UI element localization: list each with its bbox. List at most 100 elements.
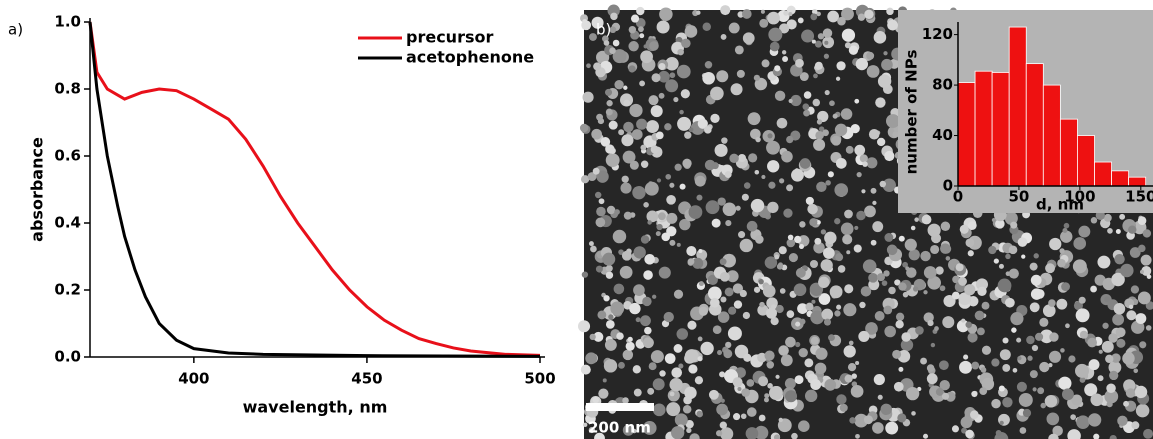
- particle: [607, 4, 620, 17]
- particle: [685, 419, 694, 429]
- particle: [629, 103, 643, 118]
- particle: [835, 157, 847, 169]
- particle: [774, 90, 786, 102]
- y-tick-label: 0.4: [54, 214, 81, 232]
- y-tick-label: 0.8: [54, 80, 81, 98]
- particle: [900, 338, 914, 352]
- particle: [959, 224, 969, 234]
- particle: [786, 19, 797, 30]
- x-tick-label: 450: [351, 370, 382, 388]
- particle: [870, 239, 877, 246]
- particle: [1002, 363, 1011, 372]
- particle: [884, 325, 896, 338]
- particle: [606, 205, 616, 215]
- particle: [817, 33, 825, 40]
- particle: [846, 250, 851, 255]
- particle: [588, 241, 594, 247]
- particle: [730, 83, 743, 96]
- particle: [1133, 368, 1139, 374]
- particle: [767, 11, 780, 25]
- particle: [1026, 335, 1035, 345]
- particle: [640, 160, 649, 168]
- particle: [627, 336, 633, 342]
- particle: [882, 178, 896, 192]
- particle: [1005, 297, 1015, 308]
- particle: [657, 212, 666, 221]
- particle: [595, 265, 603, 273]
- particle: [926, 364, 935, 372]
- particle: [786, 5, 796, 15]
- particle: [665, 173, 672, 180]
- particle: [974, 310, 985, 321]
- particle: [1039, 361, 1050, 373]
- particle: [733, 413, 741, 421]
- particle: [866, 51, 875, 60]
- particle: [894, 279, 901, 286]
- legend-label: acetophenone: [406, 48, 534, 67]
- particle: [901, 332, 911, 342]
- particle: [832, 113, 838, 119]
- particle: [743, 353, 752, 362]
- particle: [775, 374, 780, 379]
- particle: [1079, 330, 1088, 339]
- particle: [676, 242, 681, 247]
- particle: [879, 180, 887, 188]
- bar: [1025, 63, 1044, 187]
- particle: [787, 234, 794, 241]
- particle: [859, 154, 868, 163]
- particle: [798, 420, 810, 433]
- particle: [740, 413, 747, 420]
- particle: [1129, 247, 1141, 258]
- particle: [1062, 228, 1068, 233]
- particle: [991, 358, 1000, 367]
- particle: [844, 42, 852, 49]
- bar: [974, 70, 993, 187]
- particle: [722, 253, 736, 268]
- particle: [877, 394, 883, 400]
- particle: [877, 74, 892, 88]
- particle: [1084, 383, 1098, 397]
- x-tick-label: 500: [524, 370, 555, 388]
- particle: [880, 403, 892, 416]
- particle: [710, 113, 720, 124]
- particle: [684, 131, 692, 139]
- particle: [870, 187, 877, 194]
- particle: [951, 425, 959, 433]
- particle: [1057, 258, 1066, 268]
- particle: [635, 317, 641, 323]
- particle: [673, 96, 679, 103]
- particle: [686, 427, 692, 434]
- particle: [759, 301, 765, 308]
- particle: [1102, 322, 1109, 329]
- scale-bar-label: 200 nm: [588, 419, 651, 437]
- particle: [786, 184, 794, 192]
- particle: [815, 347, 828, 360]
- particle: [658, 70, 670, 83]
- particle: [1012, 368, 1018, 373]
- y-tick-label: 80: [932, 76, 953, 94]
- particle: [1052, 425, 1063, 437]
- particle: [1049, 237, 1062, 251]
- particle: [580, 364, 591, 375]
- particle: [628, 65, 636, 73]
- particle: [717, 311, 730, 323]
- particle: [655, 131, 664, 140]
- particle: [767, 201, 779, 214]
- particle: [886, 7, 894, 16]
- particle: [614, 209, 620, 215]
- particle: [610, 301, 625, 316]
- bar: [1042, 84, 1061, 187]
- particle: [911, 411, 916, 416]
- particle: [757, 304, 769, 316]
- particle: [640, 50, 653, 64]
- scale-bar: [586, 403, 654, 411]
- bar: [957, 82, 976, 187]
- particle: [1005, 253, 1011, 260]
- particle: [1061, 388, 1074, 401]
- particle: [875, 97, 886, 108]
- y-tick-label: 1.0: [54, 13, 81, 31]
- particle: [778, 345, 789, 356]
- particle: [834, 183, 849, 197]
- particle: [696, 10, 701, 15]
- particle: [812, 98, 821, 107]
